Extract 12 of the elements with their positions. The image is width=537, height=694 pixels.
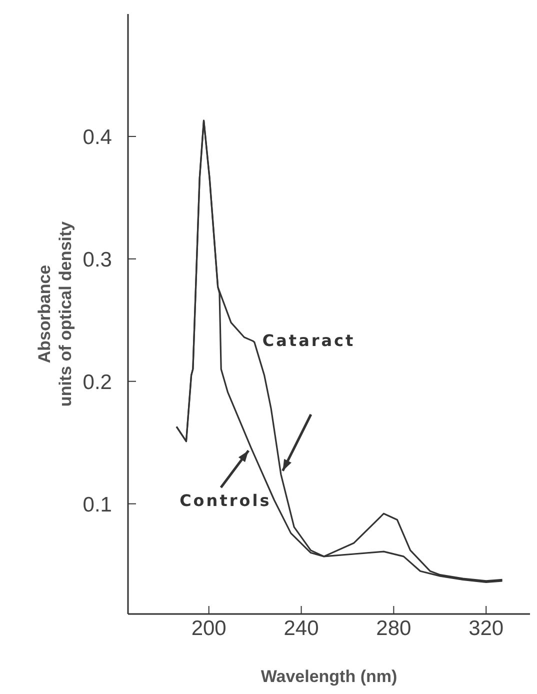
x-tick-label: 280 xyxy=(376,616,412,640)
y-tick-label: 0.4 xyxy=(82,126,112,149)
legend-label: Controls xyxy=(180,491,272,510)
x-tick-label: 320 xyxy=(468,616,504,640)
x-tick-label: 240 xyxy=(284,616,319,640)
y-tick-label: 0.1 xyxy=(82,493,112,516)
y-tick-label: 0.2 xyxy=(82,370,112,394)
y-axis-title: Absorbance units of optical density xyxy=(35,220,75,407)
x-axis-title: Wavelength (nm) xyxy=(260,667,398,686)
y-tick-label: 0.3 xyxy=(82,248,112,272)
series-label: Cataract xyxy=(262,331,356,350)
x-tick-label: 200 xyxy=(191,616,226,640)
